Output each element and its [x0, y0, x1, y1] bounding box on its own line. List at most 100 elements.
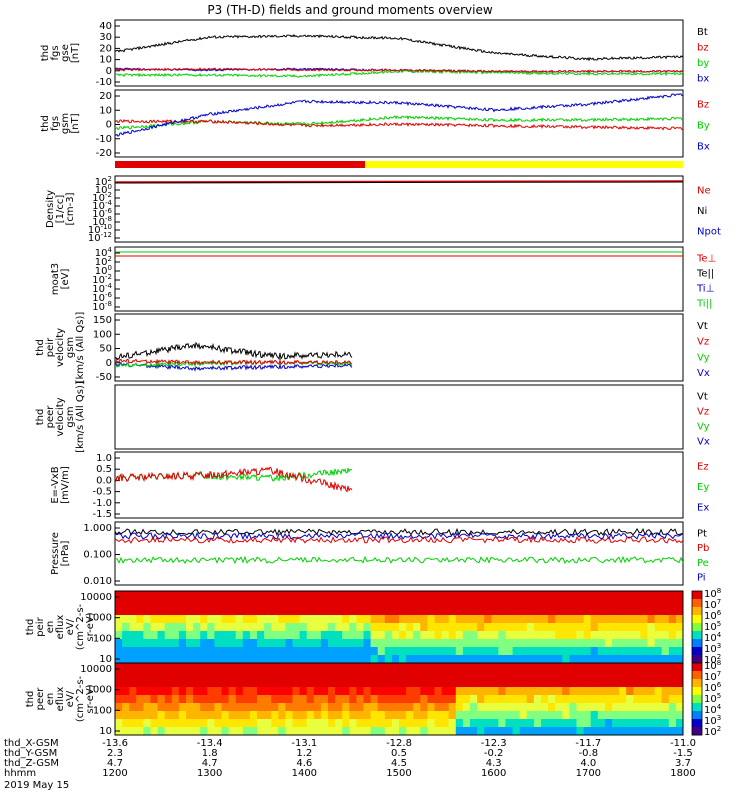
spec-cell: [633, 623, 641, 632]
spec-cell: [242, 727, 251, 736]
spec-cell: [384, 727, 393, 736]
spec-cell: [470, 727, 478, 736]
spec-cell: [377, 607, 386, 616]
spec-cell: [583, 711, 592, 720]
spec-cell: [157, 639, 166, 648]
spec-cell: [619, 711, 627, 720]
y-tick-label: -1.0: [92, 498, 112, 509]
spec-cell: [448, 679, 457, 688]
y-tick-label: 0.100: [83, 550, 112, 561]
spec-cell: [533, 687, 542, 696]
spec-cell: [533, 591, 542, 600]
spec-cell: [320, 591, 329, 600]
spec-cell: [186, 719, 194, 728]
spec-cell: [264, 615, 272, 624]
spec-cell: [661, 711, 670, 720]
spec-cell: [221, 655, 230, 664]
spec-cell: [292, 679, 301, 688]
spec-cell: [320, 599, 329, 608]
spec-cell: [306, 639, 315, 648]
spec-cell: [313, 703, 322, 712]
spec-cell: [115, 607, 123, 616]
spec-cell: [541, 607, 549, 616]
spec-cell: [122, 671, 130, 680]
spec-cell: [292, 703, 301, 712]
spec-cell: [207, 647, 215, 656]
spec-cell: [612, 631, 620, 640]
spec-cell: [612, 727, 620, 736]
y-tick-label: 100: [95, 183, 112, 196]
spec-cell: [342, 623, 350, 632]
spec-cell: [122, 631, 130, 640]
spec-cell: [548, 679, 556, 688]
spec-cell: [647, 655, 656, 664]
spec-cell: [413, 727, 421, 736]
spec-cell: [647, 663, 656, 672]
spec-cell: [115, 719, 123, 728]
spec-cell: [377, 687, 386, 696]
y-axis-label: thd peir velocity gsm [km/s (All Qs)]: [35, 312, 86, 384]
spec-cell: [406, 695, 414, 704]
spec-cell: [675, 623, 684, 632]
spec-cell: [434, 687, 443, 696]
spec-cell: [654, 631, 663, 640]
spec-cell: [420, 703, 428, 712]
legend-Ez: Ez: [697, 461, 709, 472]
spec-cell: [505, 591, 514, 600]
spec-cell: [612, 599, 620, 608]
spec-cell: [299, 719, 308, 728]
spec-cell: [242, 703, 251, 712]
spec-cell: [143, 727, 151, 736]
spec-cell: [136, 687, 144, 696]
colorbar-step: [692, 639, 702, 648]
y-label-line: [nPa]: [60, 540, 71, 566]
spec-cell: [370, 695, 379, 704]
spec-cell: [519, 607, 528, 616]
spec-cell: [150, 727, 159, 736]
spec-cell: [576, 727, 585, 736]
spec-cell: [640, 727, 648, 736]
spec-cell: [328, 639, 336, 648]
spec-cell: [242, 631, 251, 640]
spec-cell: [541, 639, 549, 648]
spec-cell: [562, 671, 570, 680]
colorbar-tick: 104: [704, 631, 722, 644]
spec-cell: [484, 639, 492, 648]
spec-cell: [470, 591, 478, 600]
spec-cell: [448, 631, 457, 640]
spec-cell: [427, 687, 435, 696]
spec-cell: [186, 623, 194, 632]
y-axis-label: Pressure [nPa]: [50, 532, 71, 575]
spec-cell: [626, 695, 634, 704]
spec-cell: [292, 607, 301, 616]
spec-cell: [441, 607, 450, 616]
spec-cell: [313, 671, 322, 680]
spec-cell: [427, 599, 435, 608]
spec-cell: [406, 711, 414, 720]
spec-cell: [612, 719, 620, 728]
spec-cell: [370, 623, 379, 632]
legend-Ne: Ne: [697, 185, 711, 196]
spec-cell: [200, 679, 208, 688]
spec-cell: [264, 639, 272, 648]
spec-cell: [654, 711, 663, 720]
spec-cell: [122, 615, 130, 624]
spec-cell: [427, 703, 435, 712]
spec-cell: [356, 719, 364, 728]
spec-cell: [576, 631, 585, 640]
spec-cell: [143, 671, 151, 680]
spec-cell: [214, 711, 222, 720]
spec-cell: [498, 663, 506, 672]
spec-cell: [313, 695, 322, 704]
spec-cell: [491, 647, 499, 656]
spec-cell: [576, 711, 585, 720]
spec-cell: [377, 711, 386, 720]
spec-cell: [384, 623, 393, 632]
spec-cell: [434, 727, 443, 736]
spec-cell: [526, 703, 535, 712]
spec-cell: [264, 679, 272, 688]
spec-cell: [484, 727, 492, 736]
y-tick-label: 10000: [80, 592, 112, 603]
